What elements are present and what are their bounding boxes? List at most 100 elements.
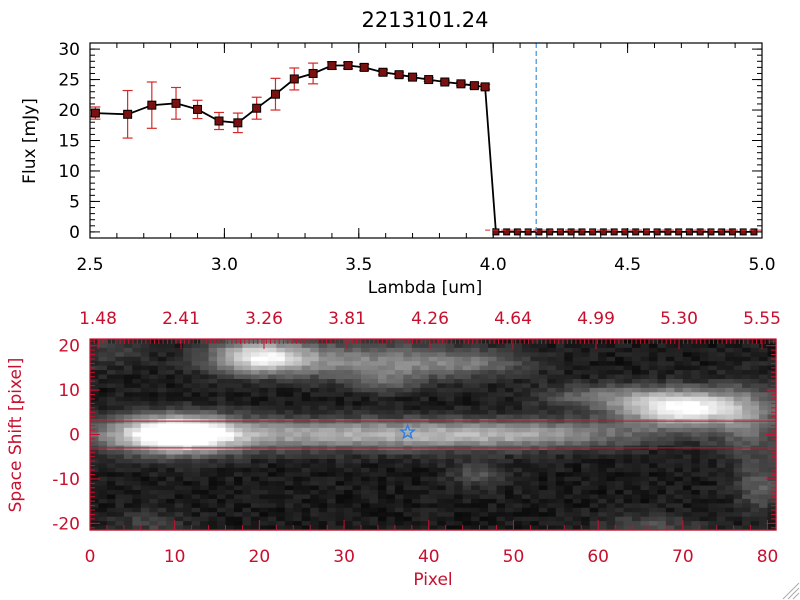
image-pixel [454,374,464,380]
image-pixel [547,476,557,482]
image-pixel [496,485,506,491]
image-pixel [632,458,642,464]
data-point [610,228,618,236]
image-pixel [623,339,633,345]
image-pixel [716,481,726,487]
image-pixel [632,432,642,438]
image-pixel [208,405,218,411]
image-pixel [115,356,125,362]
image-pixel [318,490,328,496]
wavelength-tick-label: 4.99 [577,309,615,329]
image-pixel [504,498,515,504]
image-pixel [530,410,540,416]
image-pixel [725,481,735,487]
image-pixel [488,476,498,482]
image-pixel [157,423,167,429]
y-tick-label: 0 [69,426,80,446]
image-pixel [369,383,379,389]
image-pixel [759,378,769,385]
image-pixel [716,401,726,407]
image-pixel [318,365,328,371]
image-pixel [217,387,227,393]
image-pixel [411,387,421,393]
image-pixel [488,441,498,447]
image-pixel [420,441,430,447]
image-pixel [640,512,650,518]
image-pixel [403,525,413,531]
image-pixel [217,503,227,509]
image-pixel [733,507,743,513]
image-pixel [572,476,582,482]
image-pixel [208,503,218,509]
image-pixel [462,414,472,420]
image-pixel [250,485,260,491]
image-pixel [200,503,210,509]
resize-grip-icon[interactable] [782,582,800,600]
image-pixel [200,512,210,518]
image-pixel [276,347,286,353]
image-pixel [648,503,659,509]
image-pixel [318,427,328,433]
image-pixel [462,467,472,473]
image-pixel [488,405,498,411]
image-pixel [98,458,108,464]
image-pixel [530,396,540,402]
image-pixel [479,498,489,504]
image-pixel [361,365,371,371]
image-pixel [479,423,489,429]
image-pixel [504,441,515,447]
image-pixel [445,414,455,420]
image-pixel [606,365,616,371]
image-pixel [589,343,599,349]
image-pixel [581,521,591,527]
image-pixel [123,481,133,487]
image-pixel [504,365,515,371]
image-pixel [183,387,193,393]
image-pixel [640,481,650,487]
image-pixel [369,387,379,393]
image-pixel [403,512,413,518]
image-pixel [648,374,659,380]
data-point [270,89,280,99]
image-pixel [716,525,726,531]
image-pixel [140,352,150,358]
image-pixel [361,370,371,376]
image-pixel [284,467,294,473]
image-pixel [581,361,591,367]
image-pixel [581,374,591,380]
image-pixel [420,352,430,358]
image-pixel [547,485,557,491]
image-pixel [547,436,557,442]
image-pixel [132,365,142,371]
image-pixel [513,343,523,349]
image-pixel [716,467,726,473]
image-pixel [632,374,642,380]
image-pixel [140,374,150,380]
image-pixel [132,490,142,496]
image-pixel [674,374,684,380]
image-pixel [640,378,650,385]
image-pixel [589,339,599,345]
image-pixel [725,436,735,442]
image-pixel [276,396,286,402]
image-pixel [513,392,523,398]
image-pixel [521,356,531,362]
image-pixel [208,339,218,345]
image-pixel [386,472,396,478]
image-pixel [547,414,557,420]
image-pixel [598,387,608,393]
image-pixel [454,521,464,527]
image-pixel [276,490,286,496]
image-pixel [648,458,659,464]
image-pixel [615,352,625,358]
image-pixel [547,410,557,416]
image-pixel [98,352,108,358]
image-pixel [716,347,726,353]
image-pixel [462,512,472,518]
image-pixel [301,521,311,527]
image-pixel [157,436,167,442]
wavelength-tick-label: 3.26 [245,309,283,329]
image-pixel [106,414,117,420]
image-pixel [352,378,362,385]
bottom-plot-frame [89,338,777,531]
